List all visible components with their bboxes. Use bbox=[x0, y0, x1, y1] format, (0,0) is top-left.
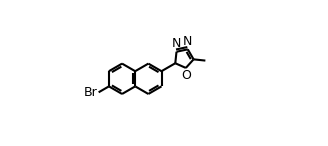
Text: O: O bbox=[181, 69, 191, 82]
Text: Br: Br bbox=[84, 86, 98, 99]
Text: N: N bbox=[172, 37, 181, 50]
Text: N: N bbox=[183, 35, 193, 48]
